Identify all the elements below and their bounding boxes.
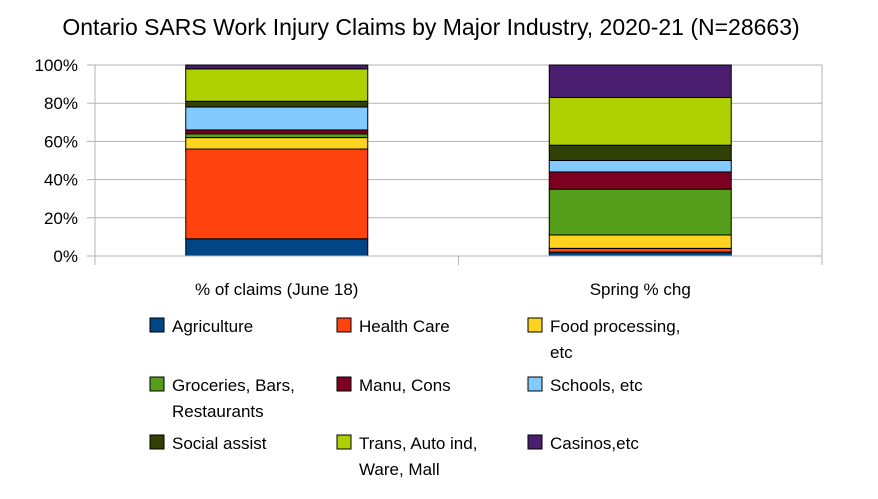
bar-segment [185,64,369,70]
legend-item: Groceries, Bars, Restaurants [149,376,295,421]
chart-title: Ontario SARS Work Injury Claims by Major… [62,14,799,40]
bar-segment [185,100,369,108]
legend-item: Social assist [149,434,267,453]
legend-label: Food processing, [550,317,680,336]
bar-segment [548,234,732,249]
legend-item: Trans, Auto ind, Ware, Mall [336,434,477,479]
legend-label: Manu, Cons [359,376,451,395]
legend-item: Schools, etc [527,376,643,395]
legend-swatch [336,376,352,392]
legend-label: Groceries, Bars, [172,376,295,395]
legend-label: Restaurants [172,402,264,421]
legend-label: Agriculture [172,317,253,336]
legend-item: Agriculture [149,317,253,336]
bar-segment [185,238,369,257]
legend-swatch [149,434,165,450]
x-category-label: Spring % chg [590,280,691,299]
y-tick-label: 40% [44,171,78,190]
y-tick-label: 100% [35,56,78,75]
legend-swatch [527,317,543,333]
legend-swatch [149,317,165,333]
legend-swatch [336,317,352,333]
bar-segment [548,144,732,162]
bar-segment [185,148,369,240]
legend-label: Schools, etc [550,376,643,395]
legend-label: Casinos,etc [550,434,639,453]
legend-swatch [527,376,543,392]
bar-segment [185,137,369,150]
bar-segment [548,251,732,257]
x-category-label: % of claims (June 18) [195,280,358,299]
bar-segment [548,64,732,98]
bars-layer [185,64,732,257]
legend-item: Manu, Cons [336,376,451,395]
legend: Agriculture Health Care Food processing, et… [149,317,680,479]
y-tick-label: 20% [44,209,78,228]
legend-swatch [527,434,543,450]
bar-segment [548,188,732,236]
legend-label: Social assist [172,434,267,453]
bar-segment [548,160,732,173]
y-tick-label: 0% [53,247,78,266]
legend-item: Health Care [336,317,450,336]
axis-layer: 0% 20% 40% 60% 80% 100% % of claims (June 18) S… [35,56,823,299]
bar-segment [548,171,732,190]
bar-segment [548,247,732,253]
y-tick-label: 60% [44,132,78,151]
bar-segment [185,129,369,135]
bar-segment [185,68,369,102]
bar-segment [185,133,369,139]
legend-label: Ware, Mall [359,460,440,479]
bar-segment [548,96,732,146]
legend-item: Casinos,etc [527,434,639,453]
legend-swatch [149,376,165,392]
legend-label: Health Care [359,317,450,336]
y-tick-label: 80% [44,94,78,113]
bar-segment [185,106,369,131]
legend-label: Trans, Auto ind, [359,434,477,453]
legend-item: Food processing, etc [527,317,680,362]
legend-label: etc [550,343,573,362]
legend-swatch [336,434,352,450]
